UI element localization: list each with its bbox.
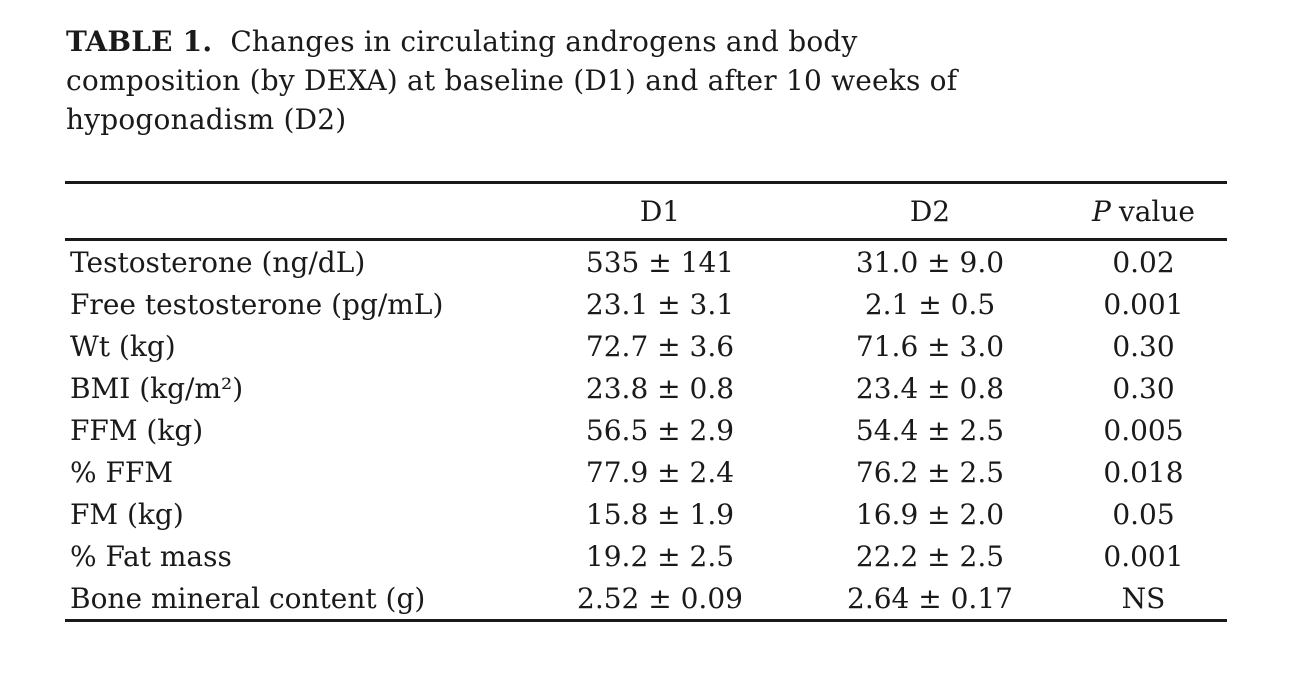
d2-value-cell: 22.2 ± 2.5: [855, 539, 1005, 573]
d1-value-cell: 2.52 ± 0.09: [577, 581, 743, 615]
p-value-cell: 0.018: [1103, 455, 1184, 489]
caption-line-1: TABLE 1. Changes in circulating androgens…: [66, 22, 957, 61]
d2-value-cell: 31.0 ± 9.0: [855, 245, 1005, 279]
p-value-cell: NS: [1121, 581, 1166, 615]
d1-value-cell: 56.5 ± 2.9: [585, 413, 735, 447]
p-value-cell: 0.001: [1103, 539, 1184, 573]
p-value-cell: 0.30: [1112, 371, 1175, 405]
table-row: FM (kg) 15.8 ± 1.9 16.9 ± 2.0 0.05: [65, 493, 1227, 535]
column-header-metric: [65, 182, 520, 241]
table-caption-label: TABLE 1.: [66, 25, 213, 58]
d1-value-cell: 535 ± 141: [585, 245, 735, 279]
metric-label-cell: Bone mineral content (g): [70, 581, 426, 615]
column-header-d2: D2: [800, 182, 1060, 241]
table-row: % FFM 77.9 ± 2.4 76.2 ± 2.5 0.018: [65, 451, 1227, 493]
d1-value-cell: 23.1 ± 3.1: [585, 287, 735, 321]
d2-value-cell: 23.4 ± 0.8: [855, 371, 1005, 405]
p-value-cell: 0.005: [1103, 413, 1184, 447]
metric-label-cell: FM (kg): [70, 497, 184, 531]
p-value-cell: 0.02: [1112, 245, 1175, 279]
p-value-cell: 0.05: [1112, 497, 1175, 531]
p-rest: value: [1118, 194, 1195, 228]
caption-text-1: Changes in circulating androgens and bod…: [230, 25, 858, 58]
d1-value-cell: 15.8 ± 1.9: [585, 497, 735, 531]
metric-label-cell: % FFM: [70, 455, 174, 489]
table-row: Wt (kg) 72.7 ± 3.6 71.6 ± 3.0 0.30: [65, 325, 1227, 367]
metric-label-cell: Testosterone (ng/dL): [70, 245, 366, 279]
caption-line-2: composition (by DEXA) at baseline (D1) a…: [66, 64, 958, 97]
table-caption: TABLE 1. Changes in circulating androgens…: [66, 22, 957, 139]
table-row: Free testosterone (pg/mL) 23.1 ± 3.1 2.1…: [65, 283, 1227, 325]
table-row: FFM (kg) 56.5 ± 2.9 54.4 ± 2.5 0.005: [65, 409, 1227, 451]
metric-label-cell: BMI (kg/m²): [70, 371, 244, 405]
p-symbol: P: [1092, 194, 1111, 228]
d2-value-cell: 2.1 ± 0.5: [864, 287, 996, 321]
d1-value-cell: 23.8 ± 0.8: [585, 371, 735, 405]
d2-value-cell: 76.2 ± 2.5: [855, 455, 1005, 489]
d2-value-cell: 2.64 ± 0.17: [847, 581, 1013, 615]
d1-value-cell: 72.7 ± 3.6: [585, 329, 735, 363]
metric-label-cell: Free testosterone (pg/mL): [70, 287, 444, 321]
d2-value-cell: 71.6 ± 3.0: [855, 329, 1005, 363]
metric-label-cell: FFM (kg): [70, 413, 204, 447]
d2-value-cell: 16.9 ± 2.0: [855, 497, 1005, 531]
table-row: Testosterone (ng/dL) 535 ± 141 31.0 ± 9.…: [65, 240, 1227, 284]
table-row: % Fat mass 19.2 ± 2.5 22.2 ± 2.5 0.001: [65, 535, 1227, 577]
metric-label-cell: Wt (kg): [70, 329, 176, 363]
table-row: BMI (kg/m²) 23.8 ± 0.8 23.4 ± 0.8 0.30: [65, 367, 1227, 409]
d1-value-cell: 77.9 ± 2.4: [585, 455, 735, 489]
p-value-cell: 0.30: [1112, 329, 1175, 363]
table-row: Bone mineral content (g) 2.52 ± 0.09 2.6…: [65, 577, 1227, 621]
column-header-d1: D1: [520, 182, 800, 241]
d1-value-cell: 19.2 ± 2.5: [585, 539, 735, 573]
p-value-cell: 0.001: [1103, 287, 1184, 321]
table-body: Testosterone (ng/dL) 535 ± 141 31.0 ± 9.…: [65, 240, 1227, 621]
caption-line-3: hypogonadism (D2): [66, 103, 347, 136]
metric-label-cell: % Fat mass: [70, 539, 232, 573]
d2-value-cell: 54.4 ± 2.5: [855, 413, 1005, 447]
